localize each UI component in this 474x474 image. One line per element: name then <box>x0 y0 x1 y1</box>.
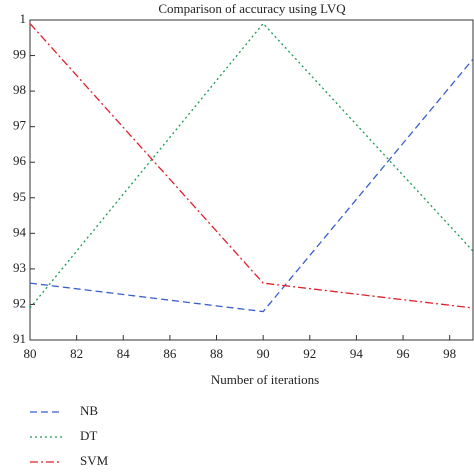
y-tick-label: 98 <box>13 82 26 97</box>
x-tick-label: 80 <box>24 346 37 361</box>
y-tick-label: 97 <box>13 118 27 133</box>
y-tick-label: 1 <box>20 11 27 26</box>
legend-label: DT <box>80 428 97 443</box>
y-tick-label: 91 <box>13 331 26 346</box>
x-tick-label: 82 <box>70 346 83 361</box>
x-tick-label: 88 <box>210 346 223 361</box>
y-tick-label: 94 <box>13 224 27 239</box>
y-tick-label: 99 <box>13 47 26 62</box>
x-tick-label: 98 <box>443 346 456 361</box>
x-tick-label: 92 <box>303 346 316 361</box>
chart-title: Comparison of accuracy using LVQ <box>158 1 346 16</box>
x-axis-label: Number of iterations <box>211 372 319 387</box>
x-tick-label: 94 <box>350 346 364 361</box>
plot-frame <box>29 19 474 341</box>
series-line <box>29 23 474 309</box>
legend-label: NB <box>80 403 98 418</box>
series-line <box>29 58 474 313</box>
x-tick-label: 86 <box>163 346 177 361</box>
x-tick-label: 84 <box>117 346 131 361</box>
x-tick-label: 96 <box>397 346 411 361</box>
y-tick-label: 92 <box>13 295 26 310</box>
y-tick-label: 95 <box>13 189 26 204</box>
legend-label: SVM <box>80 453 109 468</box>
series-line <box>29 22 474 309</box>
y-tick-label: 96 <box>13 153 27 168</box>
x-tick-label: 90 <box>257 346 270 361</box>
y-tick-label: 93 <box>13 260 26 275</box>
